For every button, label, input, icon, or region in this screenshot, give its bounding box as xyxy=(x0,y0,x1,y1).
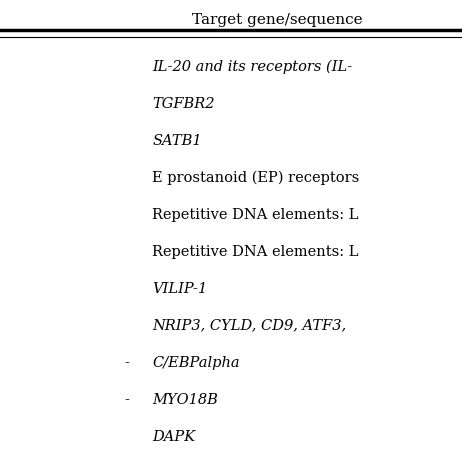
Text: TGFBR2: TGFBR2 xyxy=(152,97,215,111)
Text: SATB1: SATB1 xyxy=(152,134,202,148)
Text: Repetitive DNA elements: L: Repetitive DNA elements: L xyxy=(152,208,359,222)
Text: Repetitive DNA elements: L: Repetitive DNA elements: L xyxy=(152,245,359,259)
Text: E prostanoid (EP) receptors: E prostanoid (EP) receptors xyxy=(152,170,360,185)
Text: Target gene/sequence: Target gene/sequence xyxy=(192,13,363,27)
Text: MYO18B: MYO18B xyxy=(152,393,219,407)
Text: -: - xyxy=(125,393,130,407)
Text: DAPK: DAPK xyxy=(152,430,195,444)
Text: VILIP-1: VILIP-1 xyxy=(152,282,208,296)
Text: IL-20 and its receptors (IL-: IL-20 and its receptors (IL- xyxy=(152,60,353,74)
Text: NRIP3, CYLD, CD9, ATF3,: NRIP3, CYLD, CD9, ATF3, xyxy=(152,319,346,333)
Text: -: - xyxy=(125,356,130,370)
Text: C/EBPalpha: C/EBPalpha xyxy=(152,356,240,370)
